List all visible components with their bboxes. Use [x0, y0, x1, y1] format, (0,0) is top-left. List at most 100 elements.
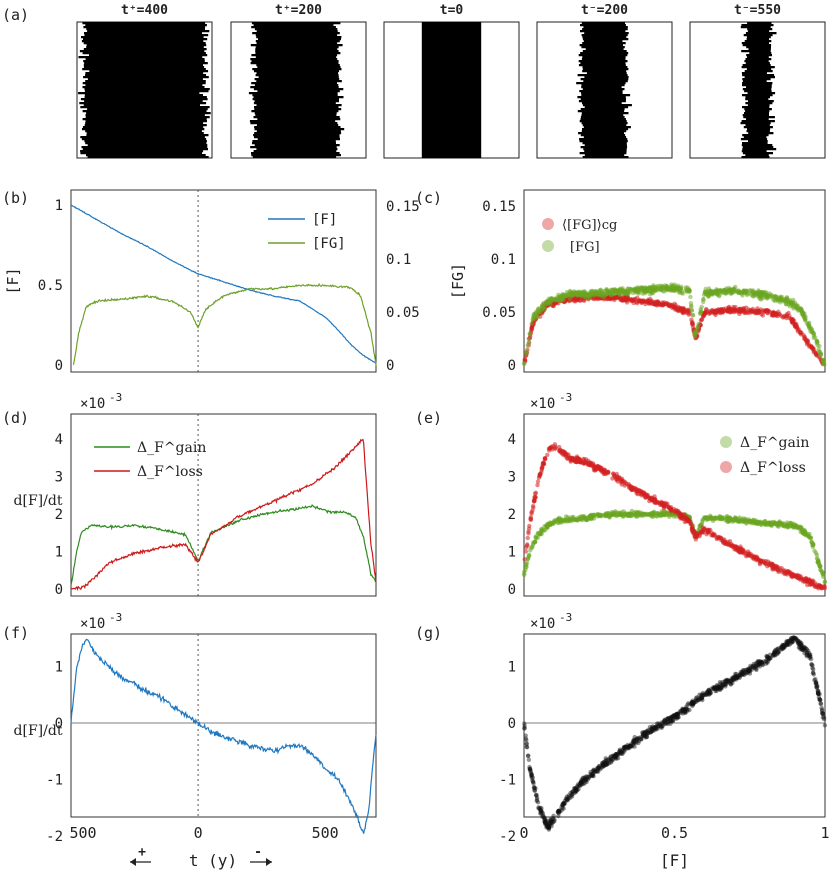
scatter-point-dFdt	[533, 792, 539, 798]
scatter-point-dFdt	[609, 759, 614, 764]
scatter-point-dFdt	[606, 757, 611, 762]
scatter-point-dFdt	[772, 651, 777, 656]
panel-d-frame	[70, 413, 377, 597]
scatter-point-dFdt	[807, 653, 812, 658]
scatter-point-dFdt	[714, 688, 719, 693]
scatter-point-dFdt	[620, 750, 625, 756]
scatter-point-dFdt	[818, 697, 823, 703]
scatter-point-gain	[537, 532, 542, 537]
scatter-point-dFdt	[638, 737, 644, 742]
scatter-point-dFdt	[614, 752, 619, 757]
scatter-point-green	[774, 294, 779, 300]
scatter-point-dFdt	[681, 709, 687, 714]
scatter-point-dFdt	[743, 668, 748, 673]
scatter-point-dFdt	[808, 656, 814, 662]
scatter-point-dFdt	[748, 663, 753, 669]
panel-label-b: (b)	[2, 189, 29, 207]
scatter-point-dFdt	[696, 697, 702, 702]
snapshot-title: t⁻=550	[734, 3, 781, 18]
scatter-point-green	[527, 331, 532, 336]
scatter-point-dFdt	[699, 696, 705, 701]
scatter-point-dFdt	[699, 692, 705, 697]
scatter-point-dFdt	[673, 713, 678, 718]
scatter-point-dFdt	[529, 771, 534, 777]
scatter-point-dFdt	[689, 702, 695, 707]
scatter-point-dFdt	[722, 679, 727, 685]
scatter-point-dFdt	[724, 679, 730, 684]
scatter-point-dFdt	[798, 647, 803, 652]
scatter-point-dFdt	[631, 740, 637, 745]
scatter-point-red	[809, 345, 815, 351]
scatter-point-dFdt	[631, 741, 636, 746]
scatter-point-dFdt	[579, 779, 585, 785]
scatter-point-dFdt	[666, 720, 671, 725]
scatter-point-dFdt	[820, 711, 825, 716]
scatter-point-loss	[693, 534, 699, 539]
scatter-point-dFdt	[818, 701, 823, 706]
scatter-point-dFdt	[673, 715, 678, 720]
scatter-point-dFdt	[734, 675, 740, 681]
scatter-point-green	[698, 309, 704, 315]
scatter-point-green	[817, 344, 822, 349]
scatter-point-loss	[581, 456, 586, 462]
scatter-point-green	[637, 288, 642, 293]
scatter-point-dFdt	[620, 749, 625, 754]
scatter-point-dFdt	[627, 746, 632, 751]
scatter-point-loss	[701, 526, 706, 532]
scatter-point-red	[775, 313, 780, 319]
scatter-point-dFdt	[530, 778, 535, 783]
scatter-point-dFdt	[790, 636, 796, 641]
scatter-point-dFdt	[537, 806, 542, 811]
scatter-point-loss	[724, 541, 730, 547]
scatter-point-dFdt	[694, 695, 700, 700]
tick-label: 0.1	[491, 252, 516, 268]
panel-d	[70, 413, 377, 597]
scatter-point-green	[626, 290, 631, 295]
scatter-point-dFdt	[689, 700, 695, 705]
scatter-point-dFdt	[779, 645, 784, 650]
scatter-point-dFdt	[569, 792, 575, 797]
scatter-point-dFdt	[764, 653, 769, 659]
scatter-point-dFdt	[728, 678, 733, 684]
legend-label-loss: Δ_F^loss	[137, 464, 203, 480]
scatter-point-loss	[545, 452, 550, 458]
scatter-point-dFdt	[529, 772, 534, 777]
scatter-point-dFdt	[691, 701, 696, 706]
scatter-point-dFdt	[542, 816, 547, 821]
scatter-point-red	[699, 317, 705, 322]
scatter-point-dFdt	[535, 800, 541, 805]
scatter-point-green	[777, 294, 783, 299]
panel-g	[522, 633, 828, 832]
scatter-point-dFdt	[804, 652, 809, 657]
scatter-point-dFdt	[756, 661, 761, 667]
scatter-point-dFdt	[815, 689, 821, 694]
scatter-point-dFdt	[737, 675, 742, 680]
scatter-point-dFdt	[754, 666, 759, 671]
scatter-point-green	[585, 295, 590, 300]
scatter-point-dFdt	[809, 662, 814, 667]
scatter-point-dFdt	[693, 697, 699, 703]
scatter-point-loss	[606, 469, 611, 475]
scatter-point-dFdt	[673, 715, 679, 720]
scatter-point-dFdt	[622, 744, 627, 750]
scatter-point-dFdt	[547, 823, 552, 829]
scatter-point-dFdt	[662, 718, 667, 723]
scatter-point-dFdt	[527, 767, 533, 772]
scatter-point-dFdt	[775, 651, 780, 657]
scatter-point-dFdt	[574, 786, 580, 791]
scatter-point-dFdt	[737, 672, 743, 677]
scatter-point-red	[645, 299, 651, 304]
scatter-point-dFdt	[632, 740, 637, 745]
scatter-point-dFdt	[756, 662, 761, 668]
scatter-point-dFdt	[526, 753, 531, 758]
scatter-point-dFdt	[657, 722, 663, 728]
scatter-point-gain	[664, 510, 669, 515]
scatter-point-dFdt	[568, 795, 573, 800]
scatter-point-dFdt	[796, 642, 801, 647]
scatter-point-red	[790, 320, 795, 325]
scatter-point-dFdt	[734, 674, 739, 679]
scatter-point-dFdt	[801, 646, 807, 652]
scatter-point-dFdt	[575, 787, 580, 793]
scatter-point-dFdt	[813, 680, 818, 686]
scatter-point-dFdt	[577, 783, 582, 788]
